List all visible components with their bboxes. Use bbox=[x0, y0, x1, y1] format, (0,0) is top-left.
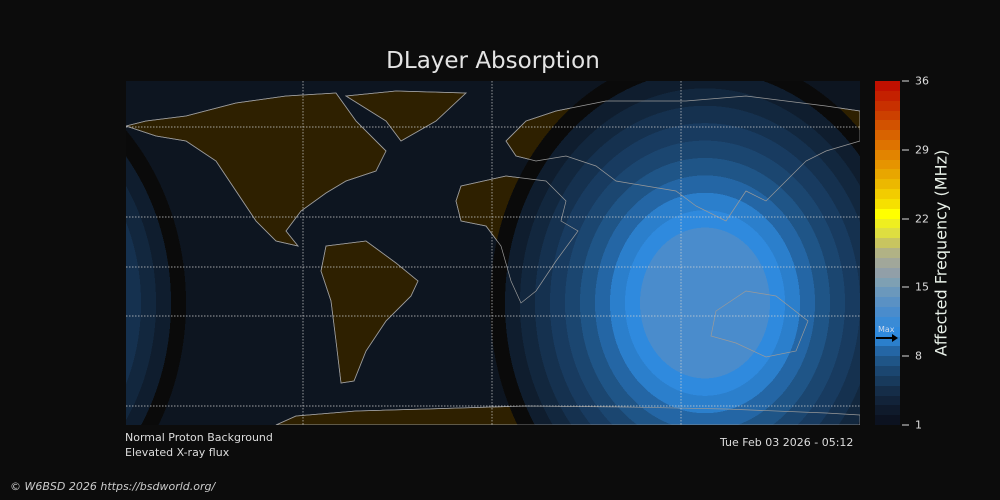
colorbar-band bbox=[875, 189, 900, 199]
australia-coastline bbox=[710, 290, 809, 358]
colorbar-band bbox=[875, 100, 900, 111]
tick-label: 15 bbox=[915, 280, 929, 294]
colorbar-label: Affected Frequency (MHz) bbox=[931, 149, 951, 357]
colorbar-band bbox=[875, 277, 900, 288]
xray-status: Elevated X-ray flux bbox=[125, 446, 230, 459]
colorbar-band bbox=[875, 81, 900, 91]
colorbar-band bbox=[875, 90, 900, 101]
colorbar-band bbox=[875, 287, 900, 298]
absorption-map bbox=[126, 81, 860, 425]
africa-coastline bbox=[455, 175, 579, 304]
colorbar-band bbox=[875, 405, 900, 416]
tick-label: 29 bbox=[915, 143, 929, 157]
colorbar-band bbox=[875, 336, 900, 347]
greenland-coastline bbox=[344, 90, 467, 142]
colorbar-tick: 8 bbox=[902, 350, 922, 363]
south-america-coastline bbox=[320, 240, 419, 384]
colorbar-band bbox=[875, 110, 900, 121]
max-arrow-icon bbox=[876, 333, 898, 342]
max-marker-label: Max bbox=[878, 324, 895, 334]
north-america-coastline bbox=[126, 92, 387, 247]
coastlines bbox=[126, 90, 860, 425]
colorbar-tick: 1 bbox=[902, 419, 922, 432]
colorbar-band bbox=[875, 169, 900, 180]
colorbar-band bbox=[875, 248, 900, 258]
graticule bbox=[126, 81, 860, 425]
chart-title: DLayer Absorption bbox=[386, 48, 600, 74]
colorbar-band bbox=[875, 130, 900, 140]
colorbar bbox=[875, 81, 900, 425]
colorbar-band bbox=[875, 267, 900, 278]
colorbar-band bbox=[875, 307, 900, 317]
colorbar-band bbox=[875, 346, 900, 357]
colorbar-band bbox=[875, 228, 900, 239]
colorbar-tick: 36 bbox=[902, 75, 929, 88]
colorbar-band bbox=[875, 415, 900, 425]
colorbar-band bbox=[875, 208, 900, 219]
colorbar-band bbox=[875, 385, 900, 396]
proton-status: Normal Proton Background bbox=[125, 431, 273, 444]
colorbar-band bbox=[875, 149, 900, 160]
colorbar-tick: 29 bbox=[902, 144, 929, 157]
colorbar-band bbox=[875, 366, 900, 376]
colorbar-band bbox=[875, 395, 900, 406]
colorbar-band bbox=[875, 238, 900, 249]
colorbar-band bbox=[875, 375, 900, 386]
colorbar-band bbox=[875, 218, 900, 229]
colorbar-band bbox=[875, 159, 900, 170]
tick-label: 1 bbox=[915, 418, 922, 432]
tick-label: 22 bbox=[915, 212, 929, 226]
tick-label: 8 bbox=[915, 349, 922, 363]
colorbar-tick: 22 bbox=[902, 213, 929, 226]
absorption-wrap bbox=[126, 81, 860, 425]
colorbar-band bbox=[875, 356, 900, 367]
colorbar-tick: 15 bbox=[902, 281, 929, 294]
colorbar-band bbox=[875, 198, 900, 209]
tick-label: 36 bbox=[915, 74, 929, 88]
colorbar-band bbox=[875, 326, 900, 337]
antarctica-coastline bbox=[275, 405, 860, 425]
colorbar-band bbox=[875, 139, 900, 150]
eurasia-coastline bbox=[505, 95, 860, 222]
colorbar-band bbox=[875, 179, 900, 190]
colorbar-band bbox=[875, 120, 900, 131]
absorption-zones bbox=[126, 81, 860, 425]
colorbar-band bbox=[875, 316, 900, 327]
copyright-footer: © W6BSD 2026 https://bsdworld.org/ bbox=[10, 480, 216, 493]
colorbar-band bbox=[875, 297, 900, 308]
timestamp: Tue Feb 03 2026 - 05:12 bbox=[720, 436, 854, 449]
colorbar-band bbox=[875, 257, 900, 268]
